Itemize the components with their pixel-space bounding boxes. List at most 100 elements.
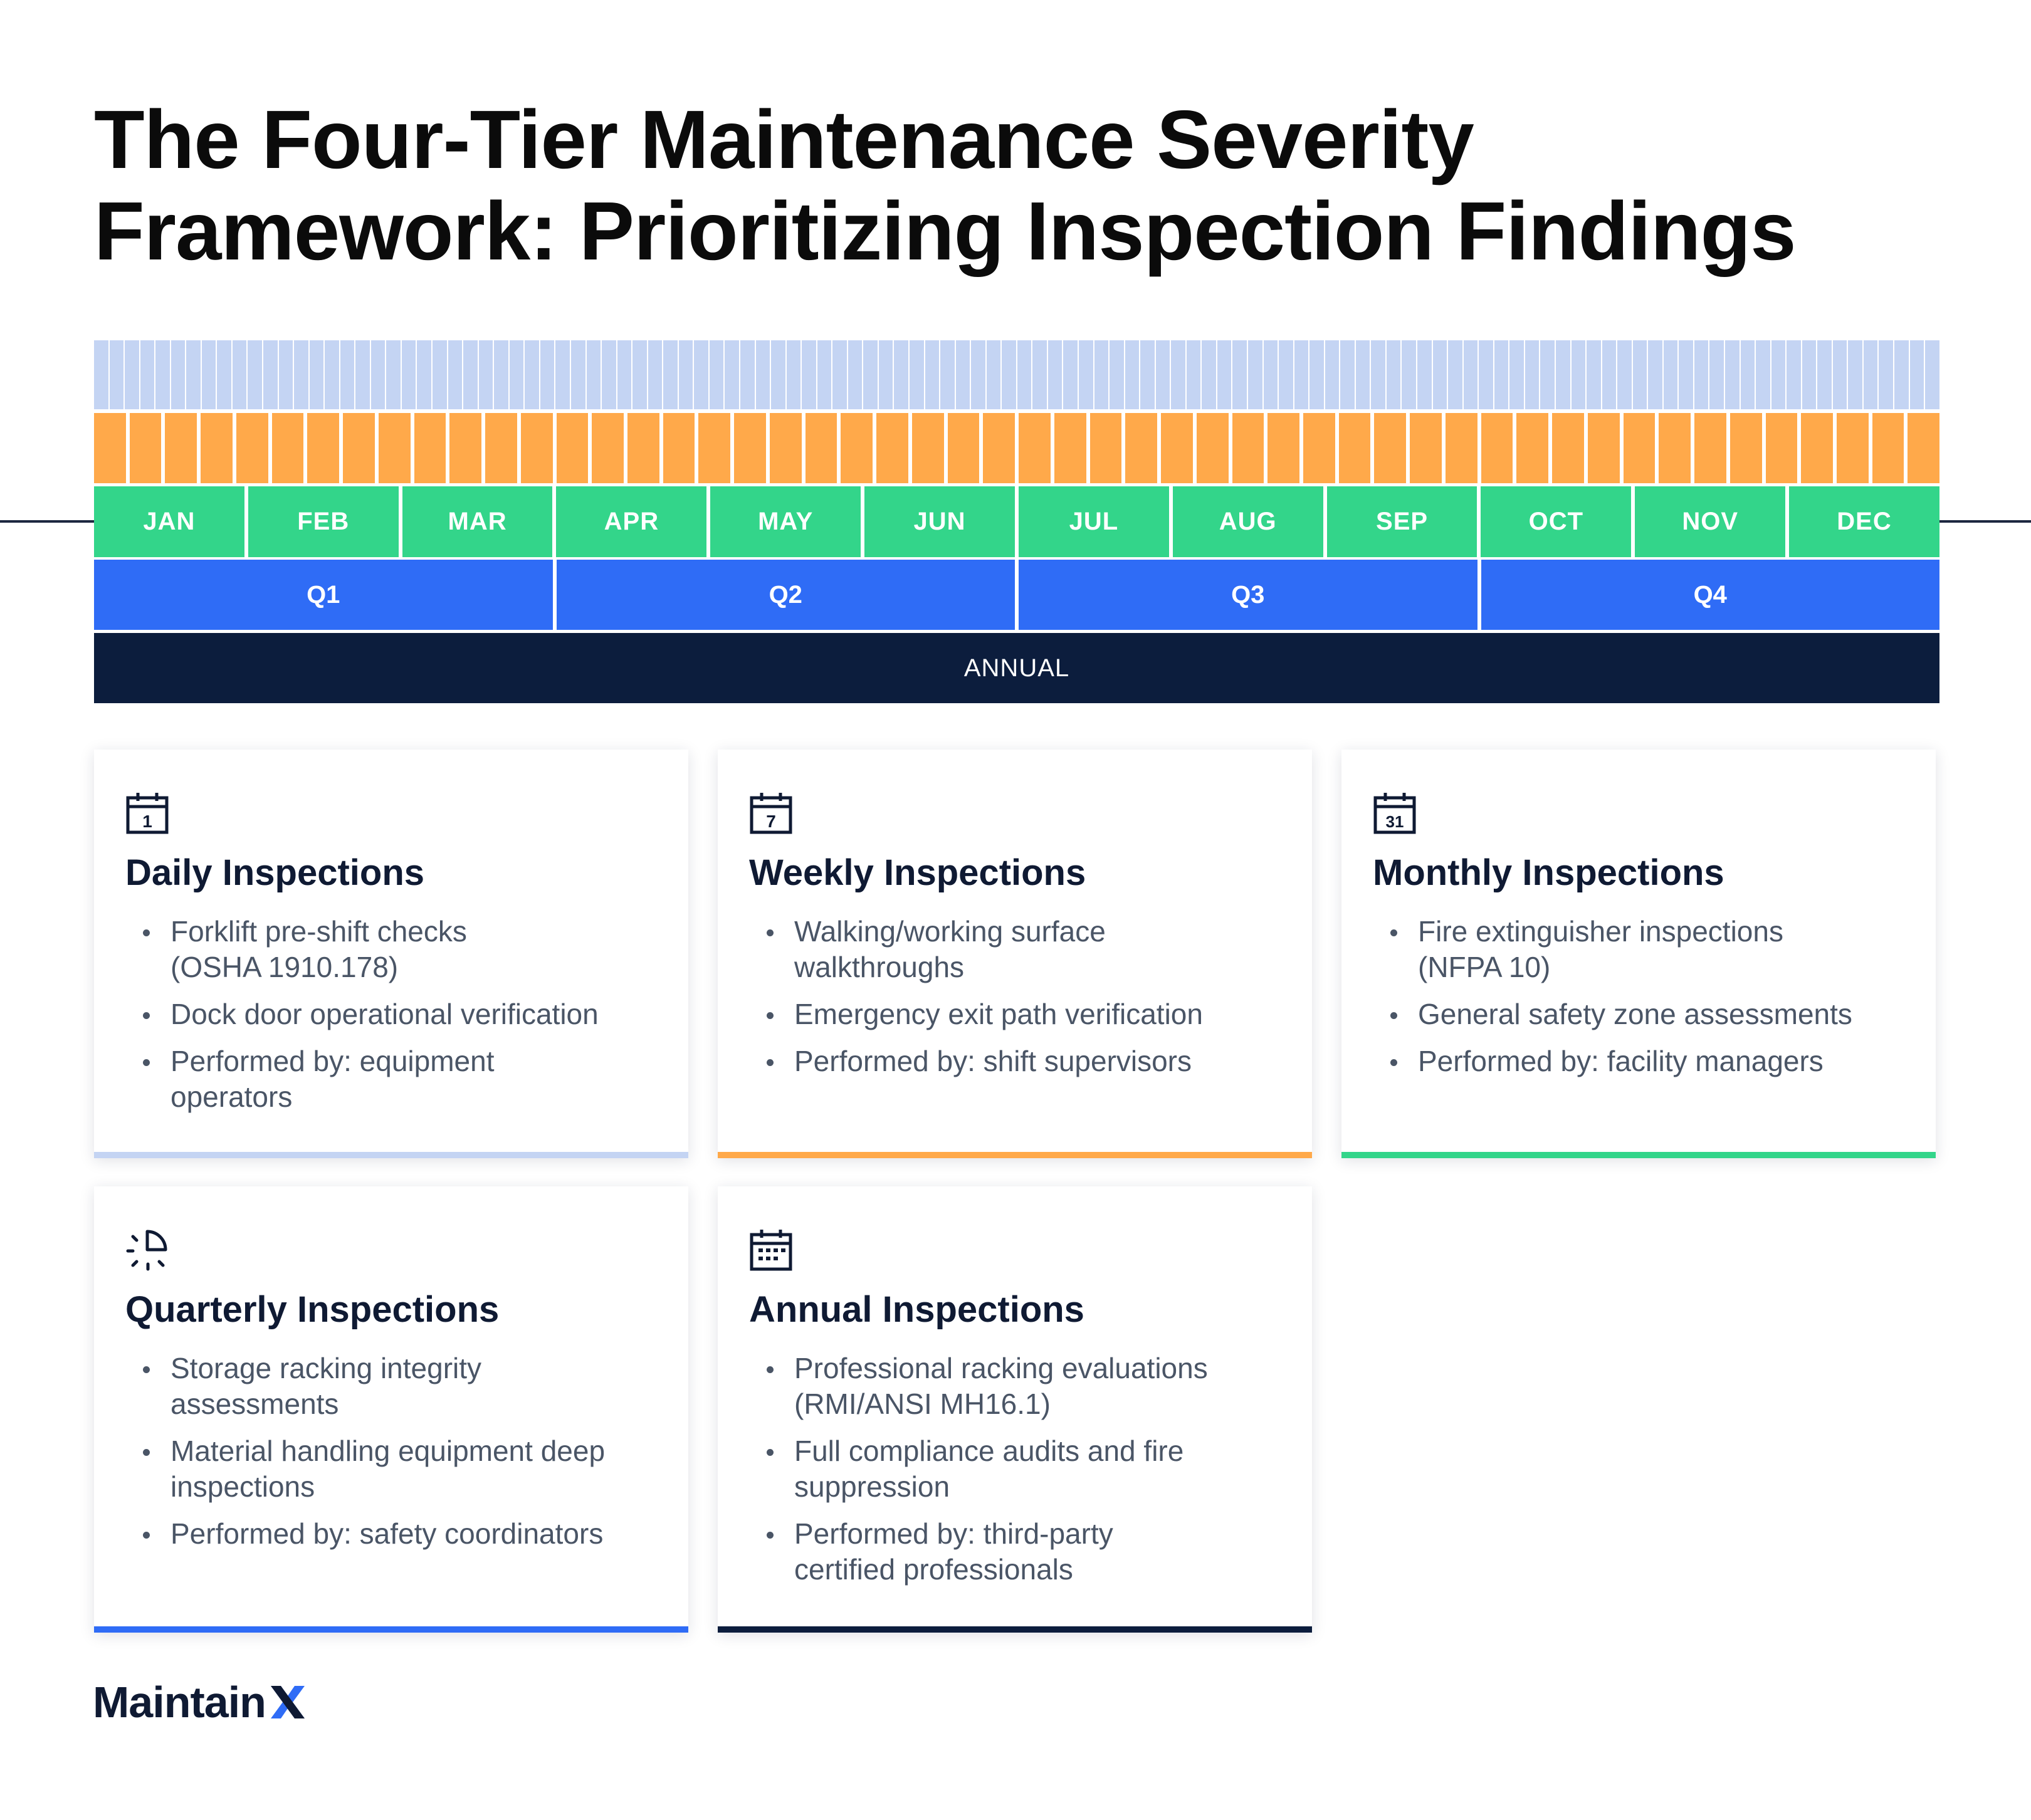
card-list: Professional racking evaluations (RMI/AN… — [749, 1351, 1282, 1587]
day-cell — [1571, 340, 1586, 409]
day-cell — [1355, 340, 1370, 409]
monthly-band: JAN FEB MAR APR MAY JUN JUL AUG SEP OCT … — [94, 486, 1939, 557]
card-title: Quarterly Inspections — [125, 1289, 500, 1330]
day-cell — [309, 340, 324, 409]
day-cell — [555, 340, 570, 409]
day-cell — [1787, 340, 1801, 409]
card-title: Daily Inspections — [125, 852, 425, 893]
list-item: General safety zone assessments — [1373, 996, 1906, 1032]
calendar-7-icon: 7 — [750, 793, 792, 834]
day-cell — [909, 340, 924, 409]
week-cell — [1303, 413, 1335, 483]
week-cell — [876, 413, 908, 483]
list-item: Full compliance audits and fire suppress… — [749, 1433, 1195, 1505]
timeline-axis-right — [1939, 520, 2031, 523]
day-cell — [401, 340, 416, 409]
week-cell — [1908, 413, 1940, 483]
list-item: Performed by: equipment operators — [125, 1043, 572, 1115]
day-cell — [817, 340, 832, 409]
day-cell — [863, 340, 878, 409]
card-list: Walking/working surface walkthroughs Eme… — [749, 914, 1282, 1079]
title-line-2: Framework: Prioritizing Inspection Findi… — [94, 185, 1797, 277]
day-cell — [217, 340, 231, 409]
list-item: Storage racking integrity assessments — [125, 1351, 522, 1422]
day-cell — [494, 340, 508, 409]
week-cell — [1765, 413, 1798, 483]
day-cell — [1047, 340, 1063, 409]
week-cell — [1729, 413, 1762, 483]
day-cell — [1602, 340, 1617, 409]
week-cell — [983, 413, 1016, 483]
day-cell — [109, 340, 124, 409]
day-cell — [1309, 340, 1324, 409]
day-cell — [1817, 340, 1832, 409]
day-cell — [709, 340, 724, 409]
day-cell — [1248, 340, 1262, 409]
week-cell — [1019, 413, 1051, 483]
calendar-31-icon: 31 — [1373, 793, 1416, 834]
month-cell: FEB — [248, 486, 399, 557]
week-cell — [1374, 413, 1407, 483]
day-cell — [1448, 340, 1462, 409]
day-cell — [878, 340, 893, 409]
month-cell: SEP — [1326, 486, 1477, 557]
daily-band — [94, 340, 1939, 409]
week-cell — [663, 413, 695, 483]
quarterly-band: Q1 Q2 Q3 Q4 — [94, 560, 1939, 630]
card-title: Annual Inspections — [749, 1289, 1084, 1330]
day-cell — [1202, 340, 1216, 409]
week-cell — [1089, 413, 1122, 483]
day-cell — [894, 340, 908, 409]
day-cell — [940, 340, 955, 409]
day-cell — [694, 340, 708, 409]
day-cell — [171, 340, 186, 409]
month-cell: MAY — [710, 486, 861, 557]
title-line-1: The Four-Tier Maintenance Severity — [94, 93, 1474, 186]
month-cell: DEC — [1789, 486, 1939, 557]
week-cell — [1623, 413, 1656, 483]
list-item: Performed by: safety coordinators — [125, 1516, 658, 1552]
day-cell — [1740, 340, 1755, 409]
annual-inspections-card: Annual Inspections Professional racking … — [718, 1186, 1312, 1633]
week-cell — [271, 413, 304, 483]
quarter-cell: Q4 — [1481, 560, 1939, 630]
day-cell — [1479, 340, 1493, 409]
list-item: Performed by: facility managers — [1373, 1043, 1906, 1079]
quarter-cell: Q3 — [1019, 560, 1477, 630]
day-cell — [1279, 340, 1293, 409]
monthly-inspections-card: 31 Monthly Inspections Fire extinguisher… — [1341, 750, 1936, 1158]
day-cell — [125, 340, 139, 409]
day-cell — [771, 340, 785, 409]
day-cell — [648, 340, 663, 409]
day-cell — [1863, 340, 1878, 409]
month-cell: OCT — [1481, 486, 1632, 557]
day-cell — [740, 340, 755, 409]
day-cell — [1155, 340, 1170, 409]
calendar-grid-icon — [750, 1230, 792, 1271]
weekly-band — [94, 413, 1940, 483]
day-cell — [1494, 340, 1509, 409]
week-cell — [485, 413, 517, 483]
day-cell — [802, 340, 816, 409]
day-cell — [1386, 340, 1401, 409]
day-cell — [1186, 340, 1201, 409]
month-cell: JUL — [1018, 486, 1169, 557]
day-cell — [1925, 340, 1939, 409]
daily-inspections-card: 1 Daily Inspections Forklift pre-shift c… — [94, 750, 688, 1158]
day-cell — [1771, 340, 1786, 409]
day-cell — [1110, 340, 1124, 409]
week-cell — [520, 413, 553, 483]
day-cell — [1079, 340, 1093, 409]
week-cell — [1587, 413, 1620, 483]
month-cell: APR — [556, 486, 707, 557]
day-cell — [786, 340, 801, 409]
day-cell — [1032, 340, 1047, 409]
day-cell — [602, 340, 616, 409]
week-cell — [414, 413, 446, 483]
day-cell — [1094, 340, 1109, 409]
week-cell — [1552, 413, 1584, 483]
logo-wordmark: Maintain — [93, 1678, 266, 1727]
weekly-inspections-card: 7 Weekly Inspections Walking/working sur… — [718, 750, 1312, 1158]
day-cell — [1002, 340, 1016, 409]
day-cell — [340, 340, 355, 409]
